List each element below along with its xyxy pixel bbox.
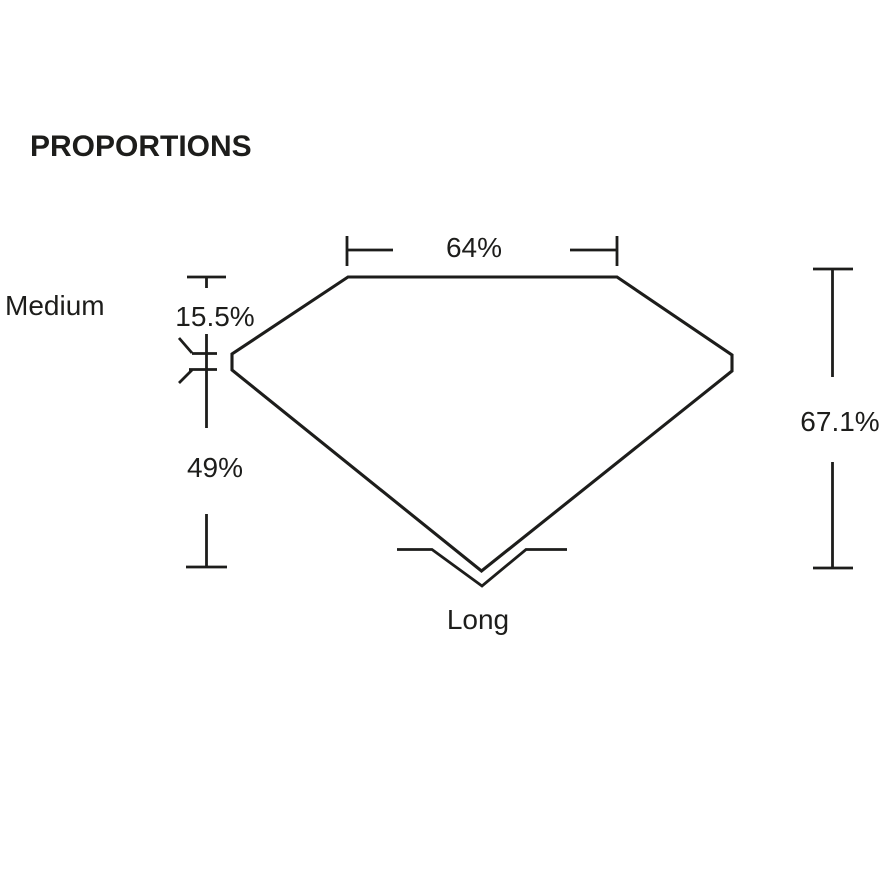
girdle-thickness-marks	[177, 337, 217, 384]
diamond-profile-outline	[230, 275, 734, 573]
table-width-tick-right	[570, 236, 619, 266]
culet-label: Long	[447, 604, 509, 635]
table-width-dimension: 64%	[345, 232, 619, 266]
total-depth-dimension-line	[813, 267, 853, 570]
pavilion-depth-value: 49%	[187, 452, 243, 483]
table-width-tick-left	[345, 236, 393, 266]
total-depth-dimension: 67.1%	[800, 267, 880, 570]
table-width-value: 64%	[446, 232, 502, 263]
girdle-leader-mark-top	[177, 337, 217, 355]
total-depth-value: 67.1%	[800, 406, 879, 437]
crown-height-value: 15.5%	[175, 301, 254, 332]
pavilion-depth-dimension: 49%	[186, 452, 243, 569]
crown-height-dimension-line	[187, 275, 226, 428]
girdle-thickness-label: Medium	[5, 290, 105, 321]
crown-height-dimension: 15.5%	[175, 275, 255, 428]
pavilion-depth-dimension-line	[186, 514, 227, 569]
girdle-leader-mark-bottom	[178, 368, 217, 384]
culet-indicator-line	[397, 548, 567, 588]
page-title: PROPORTIONS	[30, 130, 252, 163]
